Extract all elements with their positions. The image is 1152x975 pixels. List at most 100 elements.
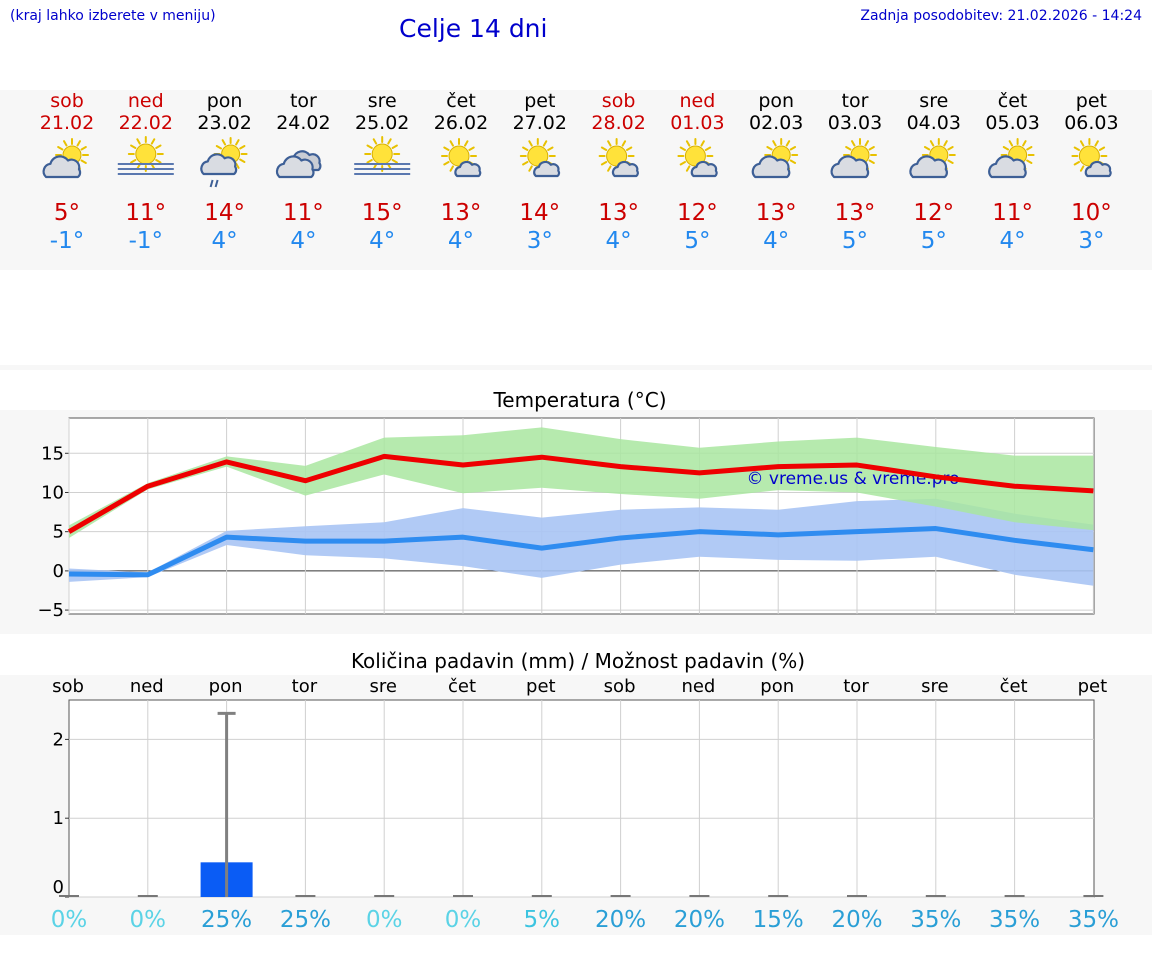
precip-probability: 20% — [831, 907, 882, 933]
partly-cloudy-icon — [909, 138, 956, 179]
day-date: 05.03 — [985, 112, 1039, 134]
precip-probability: 5% — [524, 907, 561, 933]
day-date: 27.02 — [513, 112, 567, 134]
partly-cloudy-icon — [751, 138, 799, 179]
max-temp: 14° — [204, 200, 245, 226]
min-temp: 4° — [369, 228, 395, 254]
max-temp: 13° — [835, 200, 876, 226]
precip-day-label: ned — [130, 676, 164, 697]
max-temp: 10° — [1071, 200, 1112, 226]
precip-probability: 0% — [51, 907, 88, 933]
precip-ytick-label: 1 — [53, 808, 64, 829]
max-temp-line — [67, 453, 1094, 534]
min-temp: 4° — [1000, 228, 1026, 254]
day-of-week: pet — [1076, 90, 1107, 112]
precip-probability: 15% — [753, 907, 804, 933]
day-of-week: ned — [680, 90, 716, 112]
day-date: 03.03 — [828, 112, 882, 134]
temp-ytick-label: 15 — [41, 443, 64, 464]
precip-probability: 35% — [910, 907, 961, 933]
temp-ytick-label: 5 — [53, 522, 64, 543]
day-of-week: sob — [50, 90, 84, 112]
mostly-sunny-icon — [441, 138, 482, 178]
partly-cloudy-icon — [830, 138, 877, 179]
partly-cloudy-icon — [42, 138, 89, 179]
max-temp: 13° — [756, 200, 797, 226]
precip-ytick-label: 2 — [53, 729, 64, 750]
min-temp-line — [68, 526, 1094, 578]
min-temp: 4° — [290, 228, 316, 254]
cloudy-icon — [275, 150, 322, 179]
day-of-week: tor — [842, 90, 869, 112]
min-temp: 5° — [921, 228, 947, 254]
day-date: 28.02 — [591, 112, 645, 134]
day-of-week: sob — [602, 90, 636, 112]
min-temp: 4° — [606, 228, 632, 254]
day-date: 02.03 — [749, 112, 803, 134]
precip-day-label: pet — [1078, 676, 1108, 697]
max-temp: 11° — [283, 200, 324, 226]
day-date: 24.02 — [276, 112, 330, 134]
precip-day-label: tor — [292, 676, 318, 697]
max-temp: 15° — [362, 200, 403, 226]
menu-hint[interactable]: (kraj lahko izberete v meniju) — [10, 8, 216, 24]
precip-day-label: pon — [760, 676, 794, 697]
day-of-week: tor — [290, 90, 317, 112]
sun-fog-icon — [354, 136, 411, 175]
precip-probability: 25% — [201, 907, 252, 933]
day-of-week: ned — [128, 90, 164, 112]
day-of-week: sre — [368, 90, 397, 112]
precip-probability: 35% — [1068, 907, 1119, 933]
temperature-chart: Temperatura (°C) 15 10 5 0 −5 © vreme.us & vre… — [37, 388, 1095, 621]
mostly-sunny-icon — [677, 138, 718, 178]
precip-day-label: pet — [526, 676, 556, 697]
min-temp: 4° — [212, 228, 238, 254]
day-date: 06.03 — [1064, 112, 1118, 134]
precip-probability: 25% — [280, 907, 331, 933]
precip-probability: 20% — [674, 907, 725, 933]
mostly-sunny-icon — [519, 138, 561, 178]
page-title: Celje 14 dni — [399, 14, 548, 43]
day-date: 01.03 — [670, 112, 724, 134]
mostly-sunny-icon — [598, 138, 639, 178]
precip-day-label: sre — [921, 676, 948, 697]
partly-cloudy-icon — [988, 138, 1035, 179]
day-date: 04.03 — [907, 112, 961, 134]
precip-day-label: čet — [448, 676, 476, 697]
max-temp: 12° — [913, 200, 954, 226]
min-temp: 5° — [684, 228, 710, 254]
precip-probability: 0% — [130, 907, 167, 933]
min-temp: 4° — [763, 228, 789, 254]
mostly-sunny-icon — [1071, 138, 1112, 178]
sun-fog-icon — [117, 136, 174, 175]
day-of-week: pet — [524, 90, 555, 112]
min-temp: 5° — [842, 228, 868, 254]
precip-day-label: ned — [681, 676, 715, 697]
precip-probability: 0% — [445, 907, 482, 933]
precip-chart-title: Količina padavin (mm) / Možnost padavin … — [351, 649, 805, 673]
min-temp: 4° — [448, 228, 474, 254]
max-temp: 12° — [677, 200, 718, 226]
precip-day-label: sob — [604, 676, 636, 697]
temp-ytick-label: 10 — [41, 482, 64, 503]
precip-probability: 35% — [989, 907, 1040, 933]
precip-probability: 0% — [366, 907, 403, 933]
day-date: 26.02 — [434, 112, 488, 134]
max-temp: 5° — [54, 200, 80, 226]
precip-day-label: sre — [369, 676, 396, 697]
